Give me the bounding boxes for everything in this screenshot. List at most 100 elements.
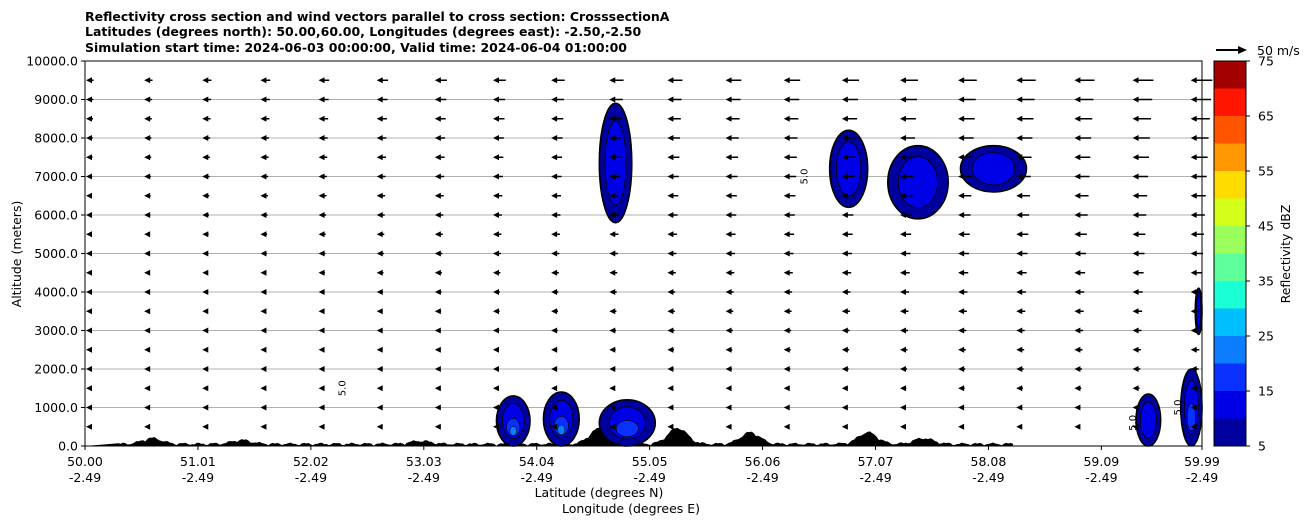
wind-vector-head [318, 269, 325, 276]
wind-vector-head [841, 212, 848, 218]
wind-vector-head [86, 96, 92, 103]
terrain [85, 427, 1014, 446]
wind-vector-head [1016, 173, 1023, 180]
wind-vector-head [318, 423, 325, 430]
wind-vector-head [609, 346, 616, 353]
wind-vector-head [318, 192, 325, 199]
wind-vector-head [434, 308, 441, 315]
wind-vector-head [958, 327, 965, 334]
wind-vector-head [202, 423, 209, 430]
x-tick-label-longitude: -2.49 [746, 470, 778, 485]
wind-vector-head [667, 404, 674, 411]
wind-vector-head [667, 423, 674, 430]
wind-vector-head [783, 289, 790, 295]
wind-vector-head [260, 327, 267, 334]
wind-vector-head [899, 154, 906, 161]
wind-vector-head [667, 192, 674, 199]
wind-vector-head [86, 404, 92, 411]
wind-vector-head [841, 250, 848, 257]
wind-vector-head [1074, 385, 1081, 392]
wind-vector-head [434, 192, 441, 199]
y-axis-label: Altitude (meters) [9, 201, 24, 308]
wind-vector-head [841, 404, 848, 411]
wind-vector-head [1190, 135, 1197, 141]
wind-vector-head [86, 346, 92, 353]
wind-vector-head [202, 192, 209, 199]
wind-vector-head [260, 289, 267, 295]
wind-vector-head [899, 289, 906, 295]
x-axis-label-longitude: Longitude (degrees E) [562, 501, 700, 516]
wind-vector-head [958, 269, 965, 276]
colorbar-tick-label: 15 [1258, 384, 1274, 399]
wind-vector-head [1074, 423, 1081, 430]
wind-vector-head [551, 192, 558, 199]
wind-vector-head [376, 96, 383, 103]
wind-vector-head [958, 385, 965, 392]
wind-vector-head [492, 404, 499, 411]
wind-vector-head [318, 173, 325, 180]
wind-vector-head [609, 308, 616, 315]
wind-vector-head [260, 423, 267, 430]
wind-vector-head [376, 212, 383, 218]
wind-vector-head [783, 404, 790, 411]
wind-vector-head [1016, 423, 1023, 430]
wind-vector-head [958, 346, 965, 353]
wind-vector-head [376, 115, 383, 122]
wind-vector-head [899, 385, 906, 392]
wind-vector-head [86, 423, 92, 430]
wind-vector-head [1190, 192, 1197, 199]
wind-vector-head [609, 192, 616, 199]
wind-vector-head [434, 346, 441, 353]
wind-vector-head [551, 250, 558, 257]
wind-vector-head [1190, 77, 1197, 84]
wind-vector-head [899, 327, 906, 334]
wind-vector-head [144, 135, 151, 141]
wind-vector-head [1132, 192, 1139, 199]
wind-vector-head [1132, 404, 1139, 411]
wind-vector-head [725, 404, 732, 411]
wind-vector-head [1132, 231, 1139, 238]
wind-vector-head [725, 308, 732, 315]
x-tick-label-longitude: -2.49 [859, 470, 891, 485]
wind-vector-head [1132, 327, 1139, 334]
wind-vector-head [1190, 385, 1197, 392]
wind-vector-head [1190, 115, 1197, 122]
wind-vector-head [1132, 77, 1139, 84]
wind-vector-head [1074, 269, 1081, 276]
x-tick-label-latitude: 51.01 [180, 454, 216, 469]
wind-vector-head [318, 346, 325, 353]
wind-vector-head [202, 327, 209, 334]
x-tick-label-latitude: 57.07 [858, 454, 894, 469]
colorbar-segment [1214, 116, 1246, 144]
wind-vector-head [958, 423, 965, 430]
wind-vector-head [260, 96, 267, 103]
wind-vector-head [783, 327, 790, 334]
wind-vector-head [144, 289, 151, 295]
reflectivity-cell-upper-cell-57a-core [835, 141, 862, 197]
wind-vector-head [1190, 212, 1197, 218]
wind-vector-head [144, 212, 151, 218]
wind-vector-head [492, 173, 499, 180]
wind-vector-head [376, 366, 383, 372]
wind-vector-head [434, 289, 441, 295]
y-tick-label: 3000.0 [34, 323, 78, 338]
wind-vector-head [841, 154, 848, 161]
wind-vector-head [1074, 212, 1081, 218]
wind-vector-head [783, 308, 790, 315]
wind-vector-head [841, 192, 848, 199]
wind-vector-head [1074, 327, 1081, 334]
y-tick-label: 8000.0 [34, 131, 78, 146]
wind-vector-head [551, 231, 558, 238]
wind-vector-head [1190, 154, 1197, 161]
wind-vector-head [899, 423, 906, 430]
wind-vector-head [609, 269, 616, 276]
wind-vector-head [1074, 173, 1081, 180]
wind-vector-head [1190, 289, 1197, 295]
wind-vector-head [725, 423, 732, 430]
wind-vector-head [958, 289, 965, 295]
wind-vector-head [609, 423, 616, 430]
wind-vector-head [1132, 346, 1139, 353]
wind-vector-head [667, 77, 674, 84]
wind-vector-head [725, 173, 732, 180]
wind-vector-head [86, 192, 92, 199]
